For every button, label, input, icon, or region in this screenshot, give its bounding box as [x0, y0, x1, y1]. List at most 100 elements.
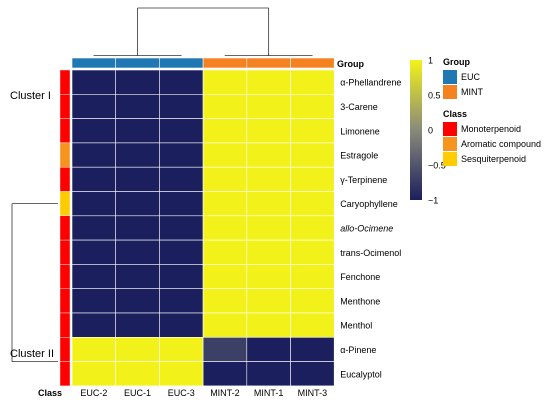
- heatmap-cell-11-5: [290, 336, 335, 362]
- class-legend-swatch: [443, 152, 457, 166]
- heatmap-cell-1-0: [71, 94, 117, 119]
- group-annotation-cell: [115, 57, 160, 69]
- class-annotation-cell: [59, 191, 71, 216]
- heatmap-cell-0-3: [202, 69, 248, 95]
- heatmap-cell-6-2: [159, 215, 204, 241]
- heatmap-cell-10-2: [159, 312, 204, 338]
- color-scale-tick: 1: [428, 56, 433, 66]
- heatmap-cell-2-4: [246, 118, 291, 144]
- group-legend-swatch: [443, 70, 457, 84]
- heatmap-cell-8-1: [115, 264, 160, 289]
- class-annotation-cell: [59, 215, 71, 241]
- heatmap-cell-9-3: [202, 288, 248, 314]
- class-legend-label: Sesquiterpenoid: [461, 154, 526, 164]
- heatmap-cell-4-3: [202, 166, 248, 192]
- cluster-labels: Cluster I Cluster II: [10, 90, 54, 360]
- heatmap-cell-6-3: [202, 215, 248, 241]
- heatmap-cell-3-2: [159, 142, 204, 168]
- row-label: Menthol: [340, 321, 372, 331]
- heatmap-cell-12-2: [159, 361, 204, 387]
- heatmap-cell-6-4: [246, 215, 291, 241]
- heatmap-cell-2-5: [290, 118, 335, 144]
- heatmap-cell-10-1: [115, 312, 160, 338]
- column-label: MINT-2: [210, 388, 240, 398]
- row-label: Estragole: [340, 151, 378, 161]
- heatmap-cell-0-0: [71, 69, 117, 95]
- group-annotation-cell: [290, 57, 335, 69]
- heatmap-cells: [71, 69, 335, 387]
- class-annotation-cell: [59, 312, 71, 338]
- color-scale-tick: −0.5: [428, 161, 446, 171]
- row-label: α-Phellandrene: [340, 78, 401, 88]
- class-annotation-cell: [59, 142, 71, 168]
- heatmap-cell-7-4: [246, 239, 291, 265]
- heatmap-cell-9-2: [159, 288, 204, 314]
- class-annotation-title: Class: [38, 388, 62, 398]
- heatmap-cell-7-3: [202, 239, 248, 265]
- heatmap-cell-7-5: [290, 239, 335, 265]
- class-annotation-cell: [59, 337, 71, 362]
- class-annotation-cell: [59, 239, 71, 265]
- color-scale-tick: 0.5: [428, 91, 441, 101]
- heatmap-cell-5-5: [290, 191, 335, 217]
- heatmap-cell-4-0: [71, 166, 117, 192]
- heatmap-cell-0-4: [246, 69, 291, 95]
- heatmap-cell-10-5: [290, 312, 335, 338]
- row-dendrogram: [11, 203, 58, 363]
- heatmap-cell-1-1: [115, 94, 160, 119]
- class-legend-title: Class: [443, 109, 467, 119]
- column-label: MINT-1: [254, 388, 284, 398]
- heatmap-cell-1-2: [159, 94, 204, 119]
- heatmap-cell-5-1: [115, 191, 160, 217]
- heatmap-cell-8-5: [290, 264, 335, 289]
- heatmap-cell-3-5: [290, 142, 335, 168]
- heatmap-cell-7-0: [71, 239, 117, 265]
- color-scale-bar: [410, 60, 422, 200]
- heatmap-cell-4-1: [115, 166, 160, 192]
- heatmap-cell-0-1: [115, 69, 160, 95]
- heatmap-cell-3-1: [115, 142, 160, 168]
- class-legend-label: Monoterpenoid: [461, 124, 521, 134]
- heatmap-cell-5-4: [246, 191, 291, 217]
- class-annotation-cell: [59, 264, 71, 289]
- heatmap-cell-11-4: [246, 336, 291, 362]
- class-annotation-cell: [59, 288, 71, 314]
- heatmap-cell-10-4: [246, 312, 291, 338]
- group-legend-title: Group: [443, 57, 470, 67]
- heatmap-cell-4-4: [246, 166, 291, 192]
- heatmap-cell-2-0: [71, 118, 117, 144]
- class-legend: Class Monoterpenoid Aromatic compound Sesqu…: [443, 109, 541, 166]
- group-legend-label: EUC: [461, 72, 481, 82]
- heatmap-cell-8-4: [246, 264, 291, 289]
- column-label: MINT-3: [298, 388, 328, 398]
- heatmap-cell-11-0: [71, 336, 117, 362]
- heatmap-cell-12-3: [202, 361, 248, 387]
- heatmap-cell-12-4: [246, 361, 291, 387]
- heatmap-cell-9-5: [290, 288, 335, 314]
- heatmap-cell-8-2: [159, 264, 204, 289]
- heatmap-cell-11-1: [115, 336, 160, 362]
- row-label: Menthone: [340, 296, 380, 306]
- class-legend-swatch: [443, 122, 457, 136]
- row-label: Fenchone: [340, 272, 380, 282]
- column-labels: EUC-2 EUC-1 EUC-3 MINT-2 MINT-1 MINT-3: [80, 388, 327, 398]
- heatmap-cell-5-3: [202, 191, 248, 217]
- heatmap-cell-0-2: [159, 69, 204, 95]
- heatmap-cell-11-3: [202, 336, 248, 362]
- heatmap-cell-5-0: [71, 191, 117, 217]
- heatmap-cell-4-2: [159, 166, 204, 192]
- heatmap-cell-6-5: [290, 215, 335, 241]
- heatmap-cell-5-2: [159, 191, 204, 217]
- heatmap-cell-12-1: [115, 361, 160, 387]
- row-label: Limonene: [340, 126, 380, 136]
- group-annotation-cell: [202, 57, 248, 69]
- heatmap-cell-11-2: [159, 336, 204, 362]
- row-label: allo-Ocimene: [340, 223, 393, 233]
- group-annotation-cell: [71, 57, 117, 69]
- group-annotation-cell: [159, 57, 204, 69]
- heatmap-cell-1-5: [290, 94, 335, 119]
- color-scale-tick: 0: [428, 126, 433, 136]
- class-legend-label: Aromatic compound: [461, 139, 541, 149]
- heatmap-cell-7-1: [115, 239, 160, 265]
